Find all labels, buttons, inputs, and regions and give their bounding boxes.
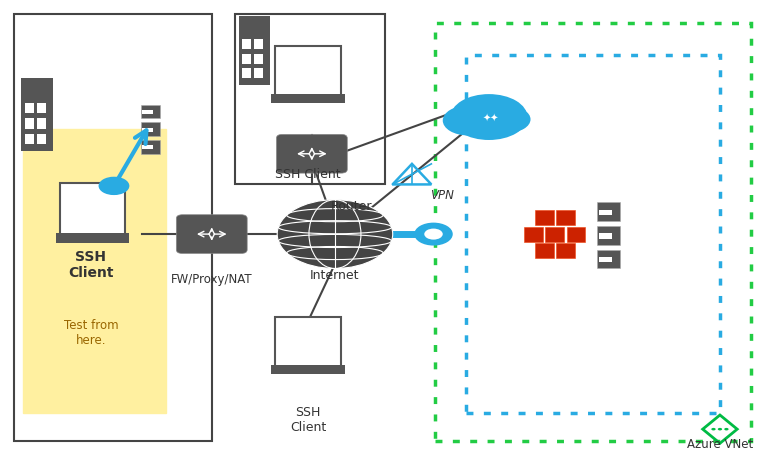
Circle shape bbox=[414, 223, 453, 246]
Bar bbox=[142, 110, 153, 114]
Circle shape bbox=[99, 177, 129, 195]
Bar bbox=[140, 105, 160, 118]
FancyBboxPatch shape bbox=[55, 234, 129, 243]
Text: FW/Proxy/NAT: FW/Proxy/NAT bbox=[171, 273, 253, 286]
Circle shape bbox=[469, 114, 509, 138]
Circle shape bbox=[725, 428, 728, 431]
Circle shape bbox=[443, 106, 493, 135]
Text: ✦✦: ✦✦ bbox=[483, 113, 499, 123]
Bar bbox=[254, 68, 263, 78]
Text: SSH
Client: SSH Client bbox=[290, 406, 326, 434]
Text: Test from
here.: Test from here. bbox=[64, 319, 118, 347]
Circle shape bbox=[277, 200, 393, 269]
Text: SSH Client: SSH Client bbox=[275, 168, 341, 180]
Bar bbox=[142, 145, 153, 149]
Text: Azure VNet: Azure VNet bbox=[687, 438, 753, 451]
Bar bbox=[597, 250, 620, 268]
Bar bbox=[140, 140, 160, 153]
Bar bbox=[556, 210, 574, 225]
FancyBboxPatch shape bbox=[272, 365, 345, 374]
Bar bbox=[37, 103, 46, 113]
Bar bbox=[524, 227, 543, 241]
Bar bbox=[140, 122, 160, 136]
Bar bbox=[25, 134, 34, 144]
Bar bbox=[243, 39, 251, 49]
Bar bbox=[534, 243, 554, 258]
Bar bbox=[597, 202, 620, 221]
FancyBboxPatch shape bbox=[176, 215, 247, 253]
Bar bbox=[597, 226, 620, 245]
FancyBboxPatch shape bbox=[276, 46, 340, 98]
Circle shape bbox=[450, 94, 527, 140]
Bar bbox=[567, 227, 585, 241]
Circle shape bbox=[711, 428, 715, 431]
Text: Router: Router bbox=[331, 200, 373, 213]
FancyBboxPatch shape bbox=[276, 134, 347, 173]
Bar bbox=[556, 243, 574, 258]
Bar bbox=[25, 103, 34, 113]
Bar bbox=[21, 78, 53, 151]
Bar bbox=[599, 234, 611, 239]
Circle shape bbox=[718, 428, 722, 431]
Bar bbox=[142, 128, 153, 132]
Bar bbox=[534, 210, 554, 225]
Bar bbox=[254, 39, 263, 49]
Bar bbox=[599, 257, 611, 263]
Bar bbox=[37, 118, 46, 129]
FancyBboxPatch shape bbox=[23, 129, 166, 413]
FancyBboxPatch shape bbox=[276, 317, 340, 369]
Bar bbox=[25, 118, 34, 129]
FancyBboxPatch shape bbox=[272, 94, 345, 103]
Bar bbox=[243, 54, 251, 63]
Bar bbox=[37, 134, 46, 144]
Bar bbox=[243, 68, 251, 78]
Circle shape bbox=[486, 106, 531, 133]
Bar bbox=[545, 227, 564, 241]
FancyBboxPatch shape bbox=[59, 183, 125, 237]
Circle shape bbox=[424, 229, 443, 240]
Bar bbox=[599, 210, 611, 215]
Text: SSH
Client: SSH Client bbox=[68, 250, 114, 280]
Text: Internet: Internet bbox=[310, 269, 360, 281]
Bar bbox=[239, 16, 270, 85]
Bar bbox=[254, 54, 263, 63]
Text: VPN: VPN bbox=[430, 189, 454, 202]
